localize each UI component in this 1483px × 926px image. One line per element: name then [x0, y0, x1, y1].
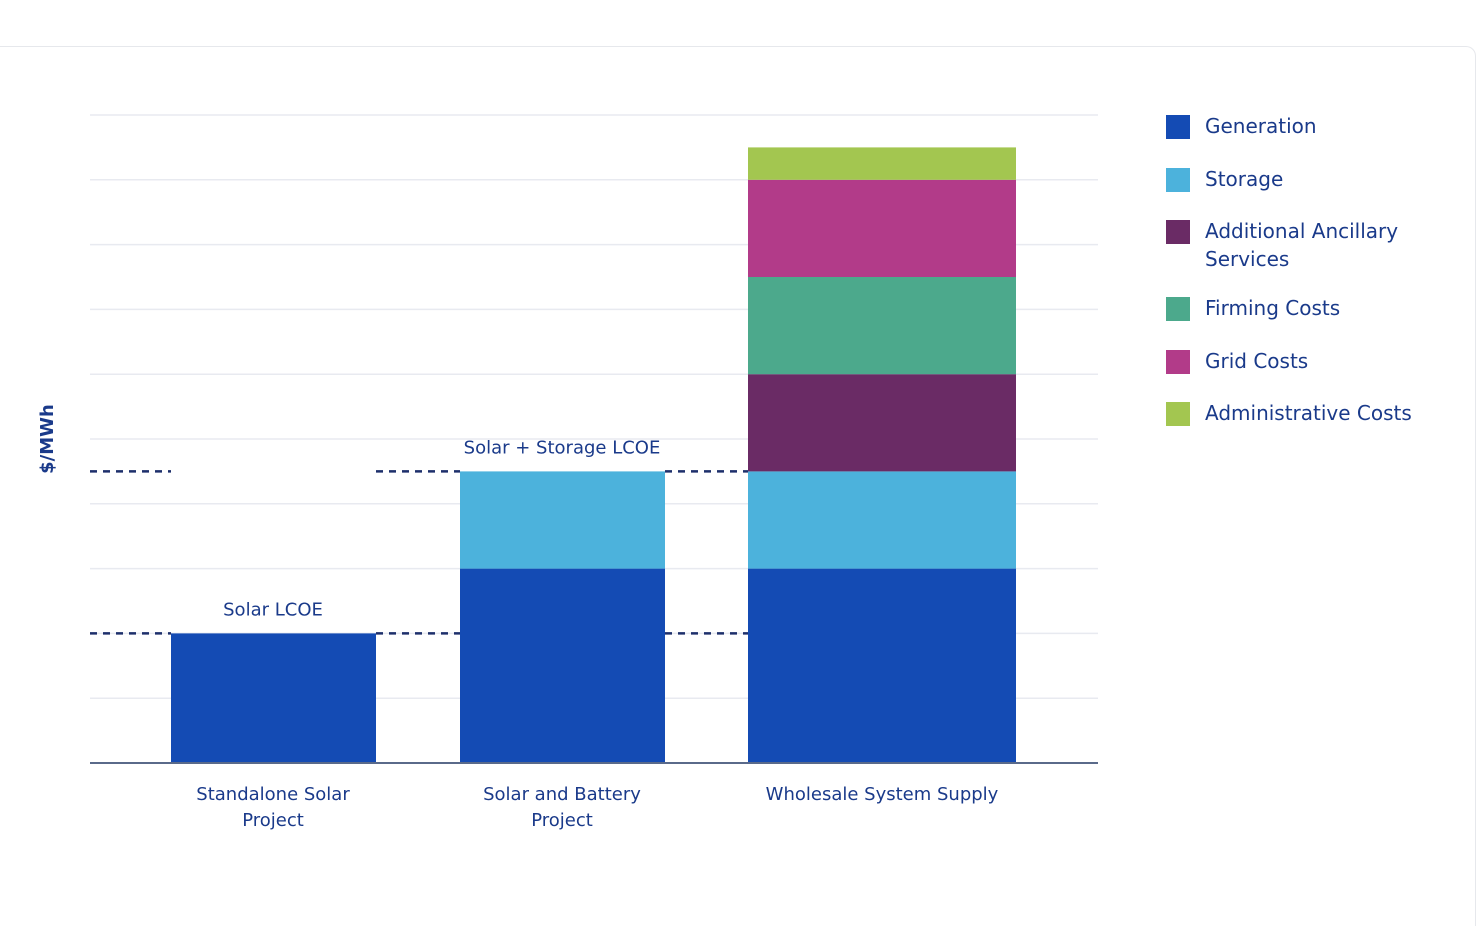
legend-swatch: [1166, 297, 1190, 321]
legend-swatch: [1166, 220, 1190, 244]
legend-item-grid-costs: Grid Costs: [1166, 347, 1445, 375]
bar-segment: [748, 471, 1016, 569]
lcoe-label: Solar + Storage LCOE: [464, 437, 661, 458]
bar-segment: [748, 568, 1016, 763]
bar-segment: [748, 179, 1016, 277]
legend-item-firming-costs: Firming Costs: [1166, 294, 1445, 322]
legend-label: Grid Costs: [1205, 349, 1309, 373]
legend-swatch: [1166, 402, 1190, 426]
category-label: Project: [531, 810, 593, 831]
legend-label: Administrative Costs: [1205, 401, 1412, 425]
bar-segment: [748, 277, 1016, 375]
category-label: Standalone Solar: [196, 784, 350, 805]
legend-item-generation: Generation: [1166, 112, 1445, 140]
legend-item-additional-ancillary-services: Additional Ancillary Services: [1166, 217, 1445, 273]
legend-label: Storage: [1205, 167, 1284, 191]
lcoe-label: Solar LCOE: [223, 599, 323, 620]
legend-label: Firming Costs: [1205, 296, 1341, 320]
bar-segment: [171, 633, 376, 763]
bar-segment: [748, 374, 1016, 472]
chart-card: [0, 46, 1476, 926]
legend-label: Generation: [1205, 114, 1317, 138]
legend-swatch: [1166, 115, 1190, 139]
category-label: Project: [242, 810, 304, 831]
bar-segment: [460, 568, 665, 763]
chart-plot: Solar LCOE Solar + Storage LCOE Standalone…: [37, 114, 1098, 831]
legend-item-administrative-costs: Administrative Costs: [1166, 399, 1445, 427]
legend-label: Additional Ancillary Services: [1205, 219, 1399, 271]
bar-segment: [748, 147, 1016, 180]
y-axis-label: $/MWh: [37, 404, 58, 474]
category-label: Wholesale System Supply: [766, 784, 999, 805]
legend-swatch: [1166, 350, 1190, 374]
legend-item-storage: Storage: [1166, 165, 1445, 193]
bar-segment: [460, 471, 665, 569]
category-label: Solar and Battery: [483, 784, 641, 805]
legend-swatch: [1166, 168, 1190, 192]
